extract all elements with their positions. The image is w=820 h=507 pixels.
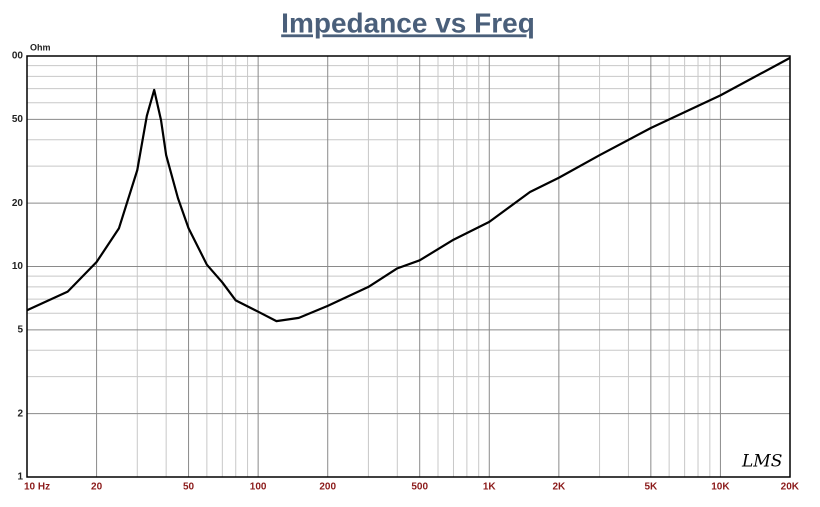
x-tick-label: 200	[319, 482, 336, 493]
y-tick-label: 00	[12, 51, 24, 62]
plot-frame	[26, 55, 791, 478]
x-tick-label: 50	[183, 482, 195, 493]
impedance-line	[26, 56, 791, 323]
x-tick-label: 20	[91, 482, 103, 493]
x-tick-label: 5K	[644, 482, 658, 493]
y-tick-label: 2	[17, 408, 23, 419]
x-tick-label: 100	[250, 482, 267, 493]
annotation: LMS	[741, 452, 782, 472]
x-tick-label: 1K	[483, 482, 497, 493]
y-tick-label: 5	[17, 325, 23, 336]
x-tick-label: 500	[411, 482, 428, 493]
x-tick-label: 2K	[552, 482, 566, 493]
x-tick-label: 20K	[781, 482, 800, 493]
y-tick-label: 50	[12, 114, 24, 125]
x-tick-label: 10K	[711, 482, 730, 493]
y-tick-label: 10	[12, 261, 24, 272]
x-tick-label: 10 Hz	[24, 482, 50, 493]
y-tick-label: 1	[17, 472, 23, 483]
y-tick-label: 20	[12, 198, 24, 209]
y-axis-label: Ohm	[30, 42, 51, 52]
chart-title: Impedance vs Freq	[281, 7, 535, 38]
